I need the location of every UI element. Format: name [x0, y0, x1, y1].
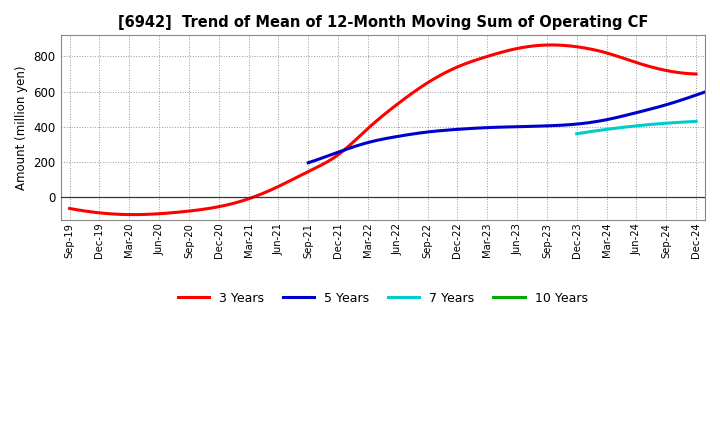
Title: [6942]  Trend of Mean of 12-Month Moving Sum of Operating CF: [6942] Trend of Mean of 12-Month Moving …: [117, 15, 648, 30]
Legend: 3 Years, 5 Years, 7 Years, 10 Years: 3 Years, 5 Years, 7 Years, 10 Years: [173, 286, 593, 310]
Y-axis label: Amount (million yen): Amount (million yen): [15, 66, 28, 190]
